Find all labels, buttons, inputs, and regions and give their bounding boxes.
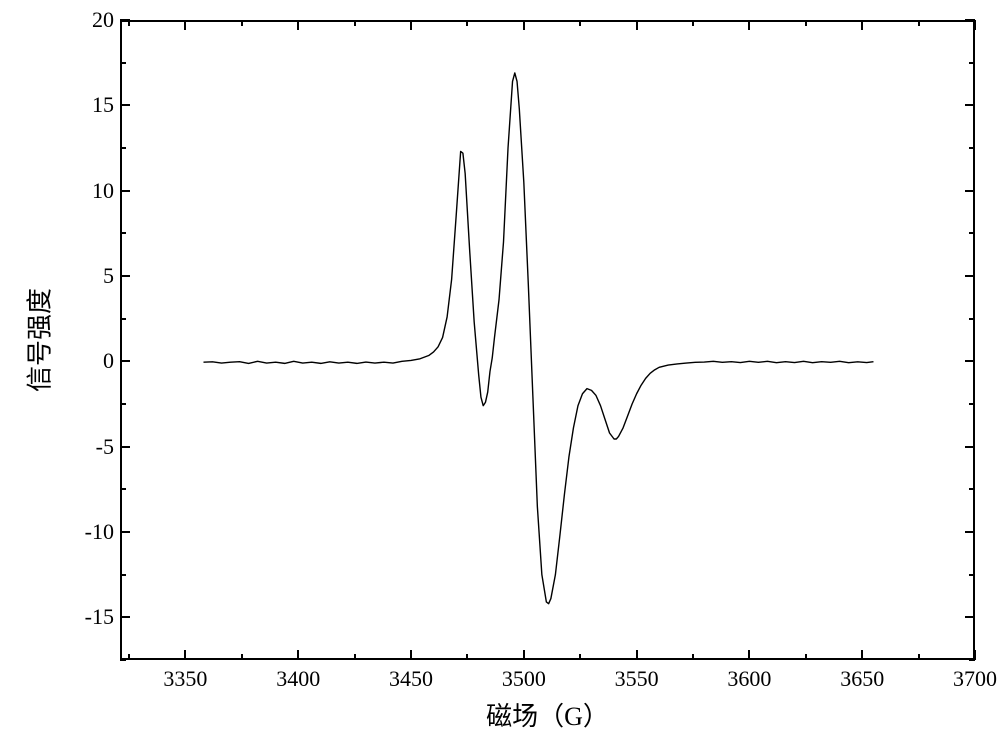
x-tick-major-top: [748, 20, 750, 30]
y-tick-minor: [120, 147, 126, 149]
y-tick-minor: [120, 574, 126, 576]
x-tick-major: [636, 650, 638, 660]
x-tick-minor: [692, 654, 694, 660]
y-tick-minor: [120, 403, 126, 405]
y-tick-major-right: [965, 275, 975, 277]
y-tick-label: 20: [78, 7, 114, 33]
x-tick-minor-top: [805, 20, 807, 26]
y-tick-major: [120, 616, 130, 618]
x-tick-minor-top: [579, 20, 581, 26]
y-tick-label: 15: [78, 92, 114, 118]
x-tick-minor: [918, 654, 920, 660]
y-tick-label: 10: [78, 178, 114, 204]
y-tick-major: [120, 19, 130, 21]
y-tick-major-right: [965, 19, 975, 21]
x-tick-label: 3450: [389, 666, 433, 692]
x-tick-major: [748, 650, 750, 660]
y-tick-minor-right: [969, 232, 975, 234]
x-tick-major-top: [297, 20, 299, 30]
x-tick-major-top: [410, 20, 412, 30]
x-tick-label: 3600: [727, 666, 771, 692]
x-tick-label: 3550: [615, 666, 659, 692]
y-tick-minor: [120, 659, 126, 661]
y-tick-major: [120, 104, 130, 106]
x-tick-major: [861, 650, 863, 660]
x-tick-major-top: [861, 20, 863, 30]
y-tick-minor-right: [969, 403, 975, 405]
x-tick-major-top: [974, 20, 976, 30]
x-tick-major: [297, 650, 299, 660]
x-tick-minor: [466, 654, 468, 660]
x-tick-minor-top: [354, 20, 356, 26]
x-tick-minor-top: [918, 20, 920, 26]
x-tick-major: [410, 650, 412, 660]
y-tick-minor-right: [969, 659, 975, 661]
x-tick-label: 3650: [840, 666, 884, 692]
line-series: [0, 0, 1000, 738]
x-axis-label: 磁场（G）: [486, 696, 609, 733]
y-tick-major: [120, 446, 130, 448]
y-tick-minor: [120, 318, 126, 320]
y-tick-major-right: [965, 446, 975, 448]
x-tick-minor-top: [241, 20, 243, 26]
x-tick-minor-top: [466, 20, 468, 26]
x-tick-minor: [241, 654, 243, 660]
y-tick-minor-right: [969, 488, 975, 490]
y-tick-major-right: [965, 616, 975, 618]
y-tick-minor: [120, 488, 126, 490]
y-tick-minor-right: [969, 147, 975, 149]
y-tick-label: -5: [78, 434, 114, 460]
y-tick-label: -15: [78, 604, 114, 630]
y-tick-major: [120, 190, 130, 192]
y-tick-major: [120, 360, 130, 362]
y-tick-major-right: [965, 531, 975, 533]
x-tick-major-top: [636, 20, 638, 30]
y-tick-label: -10: [78, 519, 114, 545]
y-axis-label: 信号强度: [20, 288, 57, 392]
y-tick-minor-right: [969, 318, 975, 320]
y-tick-major-right: [965, 190, 975, 192]
x-tick-minor: [805, 654, 807, 660]
x-tick-major-top: [523, 20, 525, 30]
y-tick-minor-right: [969, 62, 975, 64]
x-tick-major: [184, 650, 186, 660]
x-tick-minor: [579, 654, 581, 660]
x-tick-minor: [354, 654, 356, 660]
x-tick-minor-top: [692, 20, 694, 26]
y-tick-minor: [120, 62, 126, 64]
y-tick-label: 5: [78, 263, 114, 289]
y-tick-major: [120, 531, 130, 533]
spectrum-line: [203, 73, 873, 604]
y-tick-minor: [120, 232, 126, 234]
x-tick-label: 3400: [276, 666, 320, 692]
x-tick-major-top: [184, 20, 186, 30]
x-tick-major: [523, 650, 525, 660]
x-tick-label: 3500: [502, 666, 546, 692]
y-tick-label: 0: [78, 348, 114, 374]
x-tick-minor: [128, 654, 130, 660]
figure: 磁场（G） 信号强度 3350 3400 3450 3500 3550 3600 3650 3…: [0, 0, 1000, 738]
y-tick-major-right: [965, 104, 975, 106]
y-tick-minor-right: [969, 574, 975, 576]
x-tick-label: 3700: [953, 666, 997, 692]
x-tick-label: 3350: [163, 666, 207, 692]
y-tick-major: [120, 275, 130, 277]
y-tick-major-right: [965, 360, 975, 362]
